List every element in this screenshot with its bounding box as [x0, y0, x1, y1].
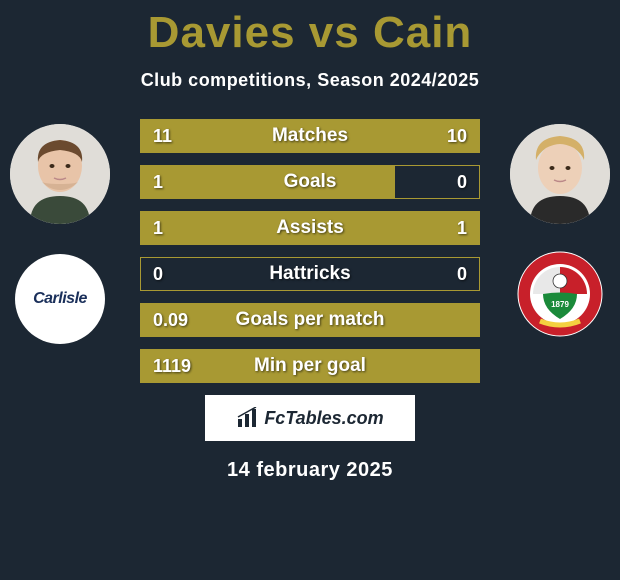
stat-label: Matches [141, 125, 479, 147]
stat-label: Hattricks [141, 263, 479, 285]
stat-label: Goals per match [141, 309, 479, 331]
chart-icon [236, 407, 258, 429]
compare-area: Carlisle 1879 1110Matches 10Goals 11Assist… [0, 119, 620, 383]
club-crest-icon: 1879 [515, 249, 605, 339]
person-icon [10, 124, 110, 224]
player2-avatar [510, 124, 610, 224]
player2-club-badge: 1879 [515, 249, 605, 339]
stats-list: 1110Matches 10Goals 11Assists 00Hattricks 0.… [140, 119, 480, 383]
player1-name: Davies [148, 8, 296, 57]
stat-label: Min per goal [141, 355, 479, 377]
stat-row: 00Hattricks [140, 257, 480, 291]
stat-row: 1119Min per goal [140, 349, 480, 383]
subtitle: Club competitions, Season 2024/2025 [0, 70, 620, 91]
player2-name: Cain [373, 8, 472, 57]
person-icon [510, 124, 610, 224]
stat-label: Goals [141, 171, 479, 193]
club-left-label: Carlisle [33, 290, 87, 308]
branding-badge: FcTables.com [205, 395, 415, 441]
player1-avatar [10, 124, 110, 224]
stat-row: 10Goals [140, 165, 480, 199]
title-separator: vs [296, 8, 373, 57]
page-title: Davies vs Cain [0, 0, 620, 58]
branding-text: FcTables.com [264, 408, 383, 429]
stat-label: Assists [141, 217, 479, 239]
stat-row: 0.09Goals per match [140, 303, 480, 337]
svg-text:1879: 1879 [551, 300, 569, 309]
stat-row: 1110Matches [140, 119, 480, 153]
date-label: 14 february 2025 [0, 459, 620, 482]
player1-club-badge: Carlisle [15, 254, 105, 344]
stat-row: 11Assists [140, 211, 480, 245]
